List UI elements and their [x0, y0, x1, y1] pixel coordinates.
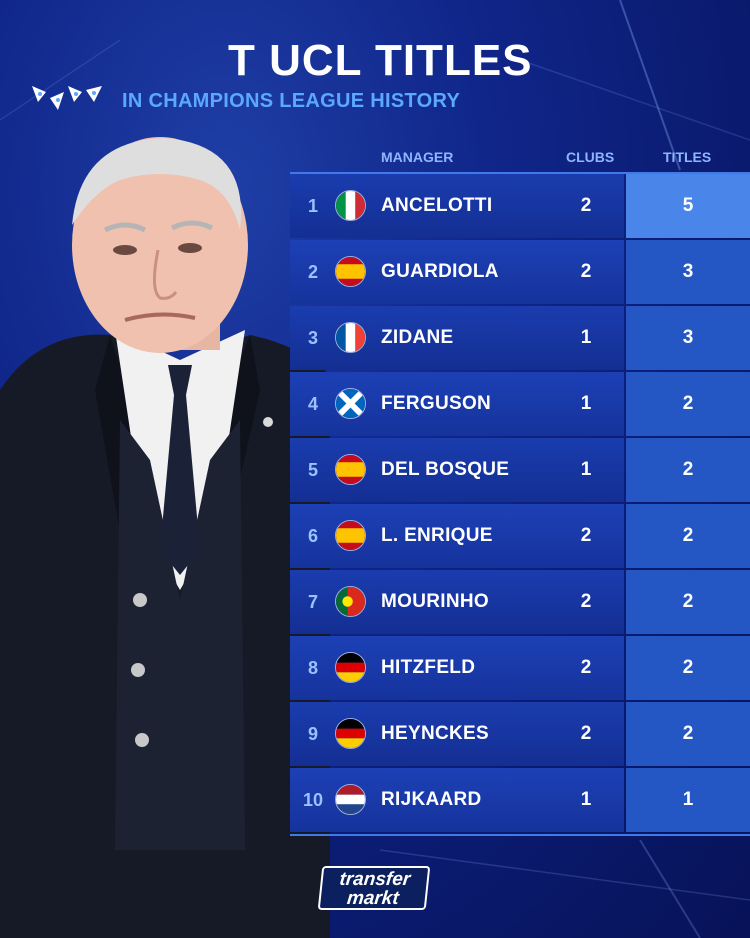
- row-titles-cell: [626, 504, 750, 568]
- rank-number: 5: [307, 460, 318, 480]
- clubs-count: 2: [580, 591, 592, 612]
- clubs-count: 1: [580, 393, 592, 414]
- titles-count: 2: [682, 525, 694, 546]
- page-title: T UCL TITLES: [228, 36, 533, 85]
- champions-league-starball-icon: [32, 86, 102, 110]
- manager-name: ANCELOTTI: [381, 195, 493, 216]
- table-row: 2 GUARDIOLA 2 3: [290, 240, 750, 304]
- table-row: 7 MOURINHO 2 2: [290, 570, 750, 634]
- spain-flag-icon: [335, 454, 366, 485]
- manager-name: ZIDANE: [381, 327, 454, 348]
- logo-line-2: markt: [345, 888, 400, 909]
- titles-count: 2: [682, 591, 694, 612]
- titles-count: 1: [682, 789, 694, 810]
- table-row: 10 RIJKAARD 1 1: [290, 768, 750, 832]
- row-titles-cell: [626, 174, 750, 238]
- rank-number: 3: [307, 328, 318, 348]
- italy-flag-icon: [335, 190, 366, 221]
- titles-count: 3: [682, 261, 694, 282]
- titles-count: 2: [682, 393, 694, 414]
- clubs-count: 1: [580, 459, 592, 480]
- france-flag-icon: [335, 322, 366, 353]
- manager-name: DEL BOSQUE: [381, 459, 510, 480]
- table-row: 9 HEYNCKES 2 2: [290, 702, 750, 766]
- scotland-flag-icon: [335, 388, 366, 419]
- table-row: 3 ZIDANE 1 3: [290, 306, 750, 370]
- clubs-count: 2: [580, 723, 592, 744]
- manager-name: HITZFELD: [381, 657, 476, 678]
- titles-count: 2: [682, 459, 694, 480]
- transfermarkt-logo: transfer markt: [317, 866, 431, 910]
- table-row: 1 ANCELOTTI 2 5: [290, 174, 750, 238]
- manager-name: MOURINHO: [381, 591, 489, 612]
- table-row: 5 DEL BOSQUE 1 2: [290, 438, 750, 502]
- titles-count: 3: [682, 327, 694, 348]
- manager-portrait: [0, 137, 330, 938]
- manager-name: HEYNCKES: [381, 723, 489, 744]
- rank-number: 2: [307, 262, 318, 282]
- rank-number: 1: [307, 196, 318, 216]
- titles-count: 2: [682, 657, 694, 678]
- germany-flag-icon: [335, 718, 366, 749]
- clubs-count: 2: [580, 261, 592, 282]
- row-titles-cell: [626, 240, 750, 304]
- table-row: 8 HITZFELD 2 2: [290, 636, 750, 700]
- clubs-count: 2: [580, 657, 592, 678]
- rank-number: 4: [307, 394, 318, 414]
- row-titles-cell: [626, 768, 750, 832]
- ranking-table: 1 ANCELOTTI 2 5 2 GUARDIOLA 2 3 3 ZIDANE…: [290, 172, 750, 836]
- row-titles-cell: [626, 372, 750, 436]
- column-header-clubs: CLUBS: [566, 149, 615, 165]
- rank-number: 8: [307, 658, 318, 678]
- row-titles-cell: [626, 636, 750, 700]
- clubs-count: 1: [580, 327, 592, 348]
- rank-number: 6: [307, 526, 318, 546]
- titles-count: 5: [682, 195, 694, 216]
- row-titles-cell: [626, 438, 750, 502]
- clubs-count: 2: [580, 525, 592, 546]
- titles-count: 2: [682, 723, 694, 744]
- table-row: 4 FERGUSON 1 2: [290, 372, 750, 436]
- manager-name: RIJKAARD: [381, 789, 482, 810]
- table-row: 6 L. ENRIQUE 2 2: [290, 504, 750, 568]
- row-titles-cell: [626, 702, 750, 766]
- column-header-titles: TITLES: [663, 149, 712, 165]
- row-titles-cell: [626, 570, 750, 634]
- clubs-count: 2: [580, 195, 592, 216]
- rank-number: 10: [302, 790, 324, 810]
- germany-flag-icon: [335, 652, 366, 683]
- spain-flag-icon: [335, 256, 366, 287]
- manager-name: FERGUSON: [381, 393, 492, 414]
- spain-flag-icon: [335, 520, 366, 551]
- row-titles-cell: [626, 306, 750, 370]
- page-subtitle: IN CHAMPIONS LEAGUE HISTORY: [122, 90, 461, 112]
- column-header-manager: MANAGER: [381, 149, 454, 165]
- portugal-flag-icon: [335, 586, 366, 617]
- manager-name: L. ENRIQUE: [381, 525, 493, 546]
- manager-name: GUARDIOLA: [381, 261, 499, 282]
- clubs-count: 1: [580, 789, 592, 810]
- netherlands-flag-icon: [335, 784, 366, 815]
- rank-number: 7: [307, 592, 318, 612]
- rank-number: 9: [307, 724, 318, 744]
